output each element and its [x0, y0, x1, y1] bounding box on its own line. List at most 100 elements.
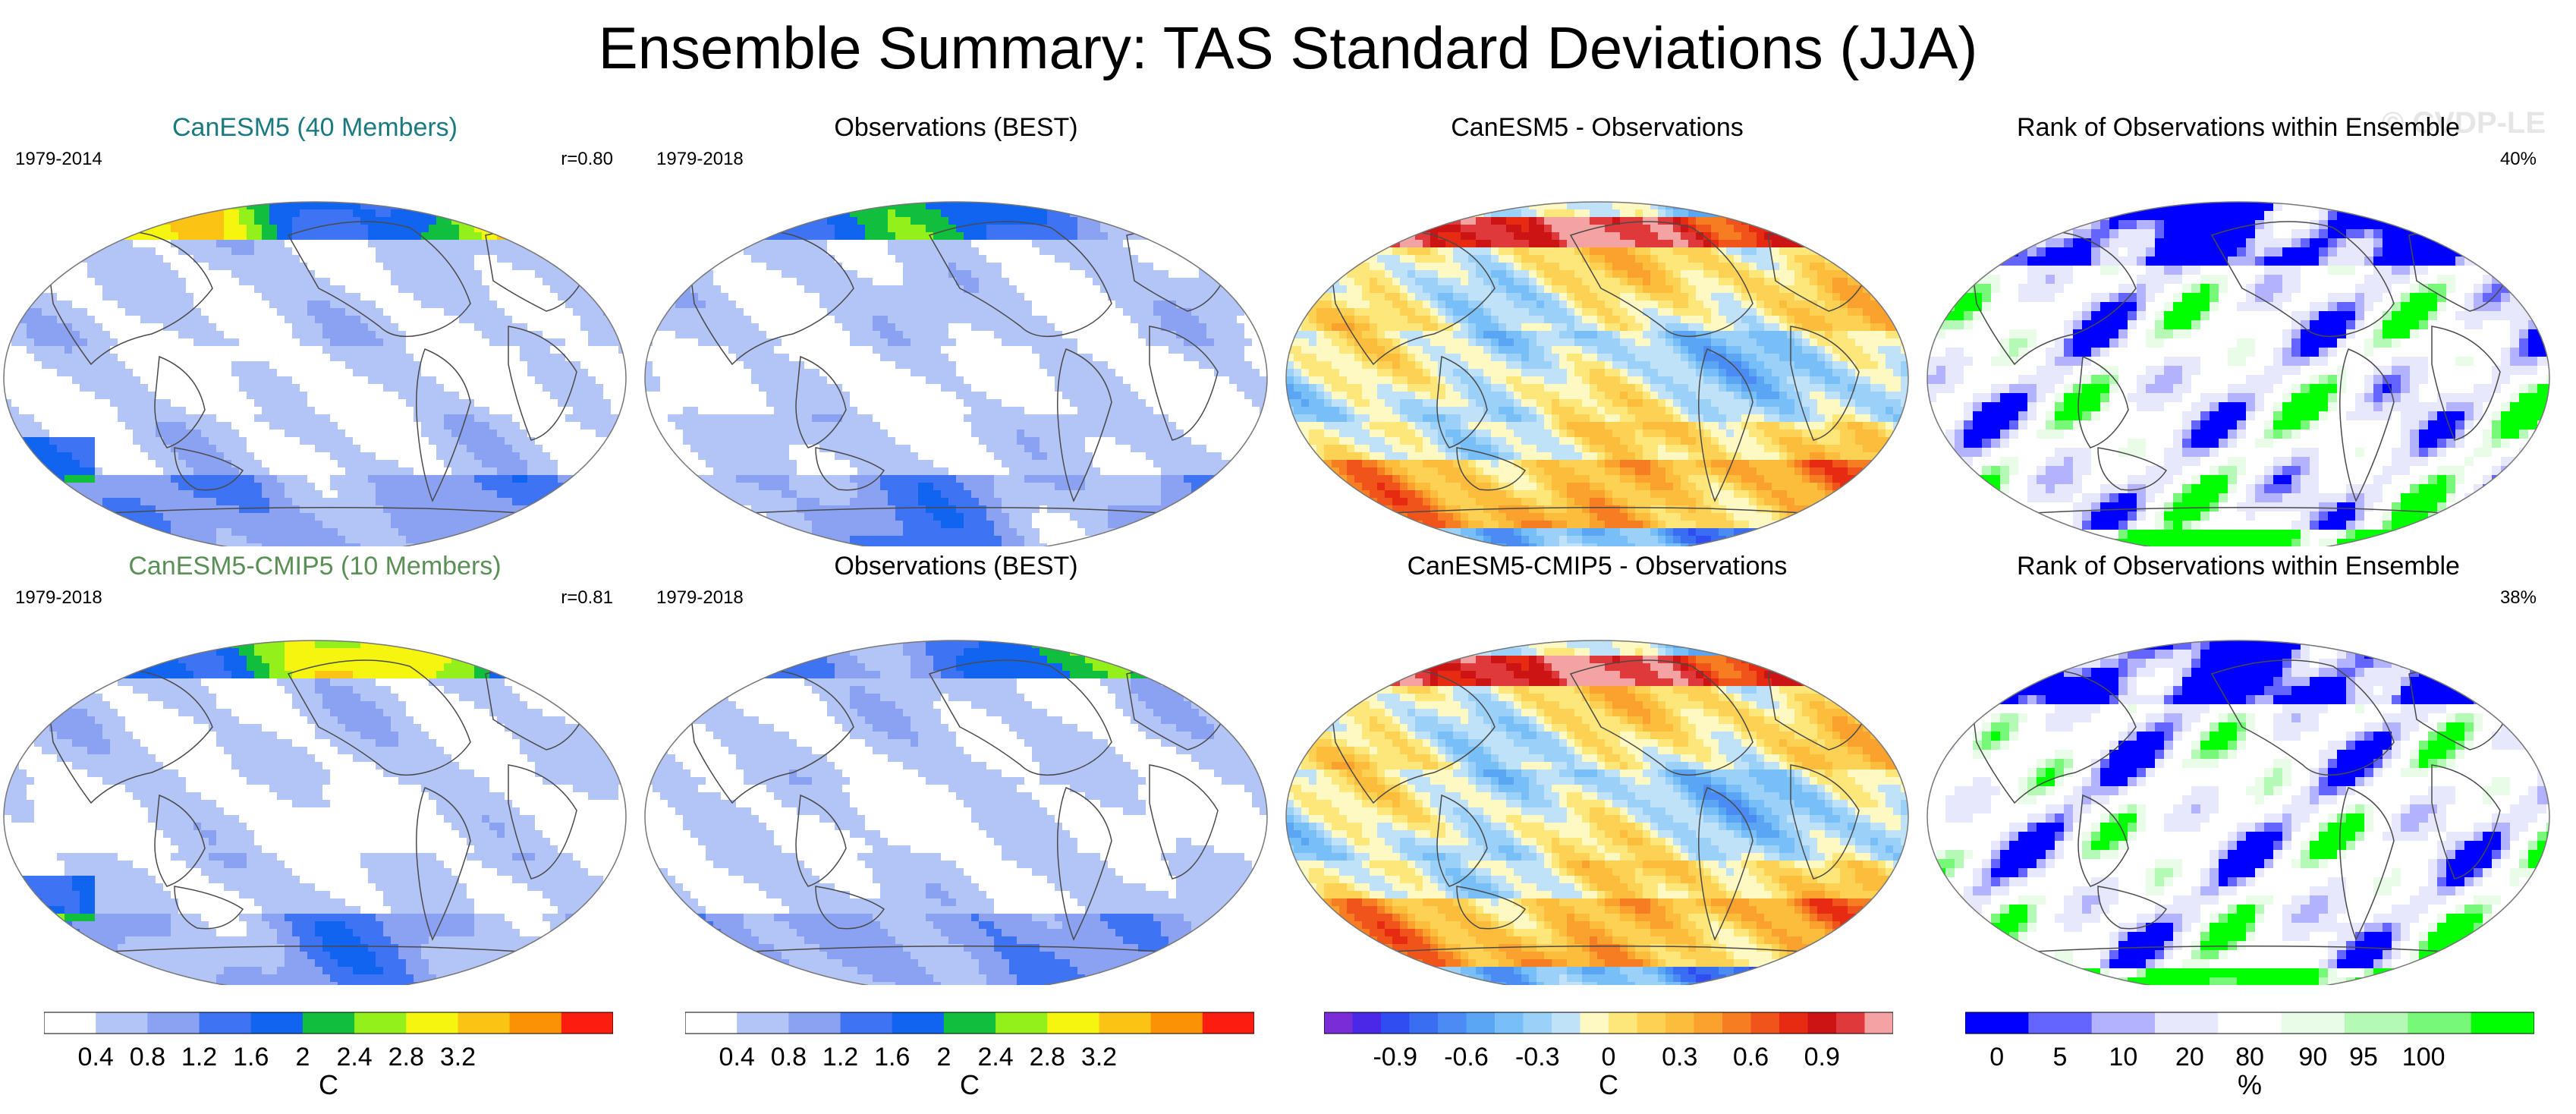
- panel-rank-cmip5: Rank of Observations within Ensemble 38%: [1923, 545, 2553, 985]
- colorbar-tick-label: 0.4: [719, 1043, 755, 1072]
- colorbar-tick-label: 0.6: [1733, 1043, 1769, 1072]
- colorbar-sd-2: 0.4 0.8 1.2 1.6 2 2.4 2.8 3.2 C: [685, 1009, 1254, 1108]
- colorbar-bin: [685, 1012, 738, 1034]
- map-difference: [1285, 201, 1909, 546]
- panel-title: CanESM5 (40 Members): [0, 112, 630, 143]
- colorbar-bin: [1750, 1012, 1780, 1034]
- map-outline: [1926, 640, 2550, 985]
- panel-title: CanESM5 - Observations: [1282, 112, 1912, 143]
- colorbar-bin: [1609, 1012, 1637, 1034]
- map-outline: [1285, 201, 1909, 546]
- period-label: 1979-2018: [656, 149, 744, 170]
- colorbar-sd-1: 0.4 0.8 1.2 1.6 2 2.4 2.8 3.2 C: [44, 1009, 613, 1108]
- colorbar-tick-label: 90: [2298, 1043, 2327, 1072]
- colorbar-tick-label: 5: [2053, 1043, 2068, 1072]
- colorbar-tick-label: 1.2: [822, 1043, 858, 1072]
- colorbar-bin: [509, 1012, 562, 1034]
- colorbar-tick-label: 0.8: [771, 1043, 807, 1072]
- map-difference-cmip5: [1285, 640, 1909, 985]
- colorbar-tick-label: 2.8: [388, 1043, 424, 1072]
- colorbar-bin: [2155, 1012, 2219, 1034]
- colorbar-tick-label: 3.2: [1081, 1043, 1117, 1072]
- colorbar-tick-label: 0: [1602, 1043, 1616, 1072]
- panel-title: CanESM5-CMIP5 (10 Members): [0, 551, 630, 581]
- colorbar-tick-label: 0.4: [78, 1043, 114, 1072]
- colorbar-bin: [1324, 1012, 1353, 1034]
- colorbar-bin: [458, 1012, 511, 1034]
- colorbar-bin: [1694, 1012, 1723, 1034]
- colorbar-bin: [44, 1012, 96, 1034]
- watermark: © CVDP-LE: [2382, 106, 2546, 140]
- colorbar-bin: [1202, 1012, 1254, 1034]
- map-field: [4, 202, 626, 546]
- colorbar-rank: 0 5 10 20 80 90 95 100%: [1965, 1009, 2534, 1108]
- colorbar-tick-label: 0.3: [1662, 1043, 1697, 1072]
- panel-model-sd: CanESM5 (40 Members) 1979-2014 r=0.80: [0, 106, 630, 546]
- map-field: [1286, 202, 1908, 546]
- colorbar-sd-2-svg: 0.4 0.8 1.2 1.6 2 2.4 2.8 3.2 C: [685, 1012, 1254, 1100]
- colorbar-bin: [1099, 1012, 1152, 1034]
- colorbar-units: C: [960, 1069, 980, 1100]
- period-label: 1979-2018: [15, 587, 102, 609]
- map-field: [645, 640, 1267, 985]
- panel-difference-cmip5: CanESM5-CMIP5 - Observations: [1282, 545, 1912, 985]
- colorbar-bin: [250, 1012, 304, 1034]
- colorbar-bin: [561, 1012, 613, 1034]
- colorbar-tick-label: 1.2: [181, 1043, 217, 1072]
- colorbar-tick-label: 0: [1989, 1043, 2004, 1072]
- colorbar-bin: [406, 1012, 458, 1034]
- period-label: 1979-2014: [15, 149, 102, 170]
- map-outline: [644, 640, 1268, 985]
- panel-rank: Rank of Observations within Ensemble 40%: [1923, 106, 2553, 546]
- colorbar-tick-label: 1.6: [233, 1043, 269, 1072]
- colorbar-tick-label: 2: [295, 1043, 310, 1072]
- colorbar-bin: [1466, 1012, 1496, 1034]
- correlation-label: r=0.81: [561, 587, 613, 609]
- colorbar-bin: [1438, 1012, 1467, 1034]
- map-outline: [1285, 640, 1909, 985]
- colorbar-bin: [354, 1012, 407, 1034]
- colorbar-tick-label: 95: [2349, 1043, 2378, 1072]
- colorbar-tick-label: 10: [2109, 1043, 2137, 1072]
- colorbar-tick-label: 0.8: [130, 1043, 165, 1072]
- colorbar-bin: [1965, 1012, 2029, 1034]
- colorbar-bin: [302, 1012, 355, 1034]
- colorbar-bin: [737, 1012, 789, 1034]
- colorbar-bin: [892, 1012, 945, 1034]
- panel-obs-sd: Observations (BEST) 1979-2018: [641, 106, 1271, 546]
- map-field: [4, 640, 626, 985]
- colorbar-bin: [995, 1012, 1048, 1034]
- colorbar-tick-label: 2: [936, 1043, 951, 1072]
- colorbar-bin: [1047, 1012, 1099, 1034]
- colorbar-bin: [2408, 1012, 2472, 1034]
- panel-title: Observations (BEST): [641, 551, 1271, 581]
- colorbar-tick-label: -0.9: [1373, 1043, 1417, 1072]
- colorbar-tick-label: 2.4: [977, 1043, 1013, 1072]
- colorbar-bin: [1580, 1012, 1609, 1034]
- colorbar-bin: [1779, 1012, 1808, 1034]
- correlation-label: r=0.80: [561, 149, 613, 170]
- colorbar-bin: [96, 1012, 148, 1034]
- colorbar-bin: [2028, 1012, 2093, 1034]
- colorbar-units: C: [1599, 1069, 1618, 1100]
- colorbar-bin: [1552, 1012, 1581, 1034]
- panel-title: Rank of Observations within Ensemble: [1923, 551, 2553, 581]
- panel-title: Observations (BEST): [641, 112, 1271, 143]
- colorbar-bin: [1381, 1012, 1410, 1034]
- map-obs-sd: [644, 201, 1268, 546]
- colorbar-bin: [1836, 1012, 1865, 1034]
- colorbar-bin: [147, 1012, 200, 1034]
- colorbar-tick-label: 1.6: [874, 1043, 910, 1072]
- map-model-sd: [3, 201, 627, 546]
- panel-obs-sd-2: Observations (BEST) 1979-2018: [641, 545, 1271, 985]
- colorbar-bin: [1352, 1012, 1382, 1034]
- figure-title: Ensemble Summary: TAS Standard Deviation…: [0, 14, 2576, 82]
- map-field: [1286, 640, 1908, 985]
- colorbar-tick-label: 20: [2175, 1043, 2204, 1072]
- coastlines: [686, 659, 1249, 959]
- colorbar-difference-svg: -0.9 -0.6 -0.3 0 0.3 0.6 0.9 C: [1324, 1012, 1893, 1100]
- map-outline: [644, 201, 1268, 546]
- map-obs-sd-2: [644, 640, 1268, 985]
- colorbar-difference: -0.9 -0.6 -0.3 0 0.3 0.6 0.9 C: [1324, 1009, 1893, 1108]
- map-model-sd-cmip5: [3, 640, 627, 985]
